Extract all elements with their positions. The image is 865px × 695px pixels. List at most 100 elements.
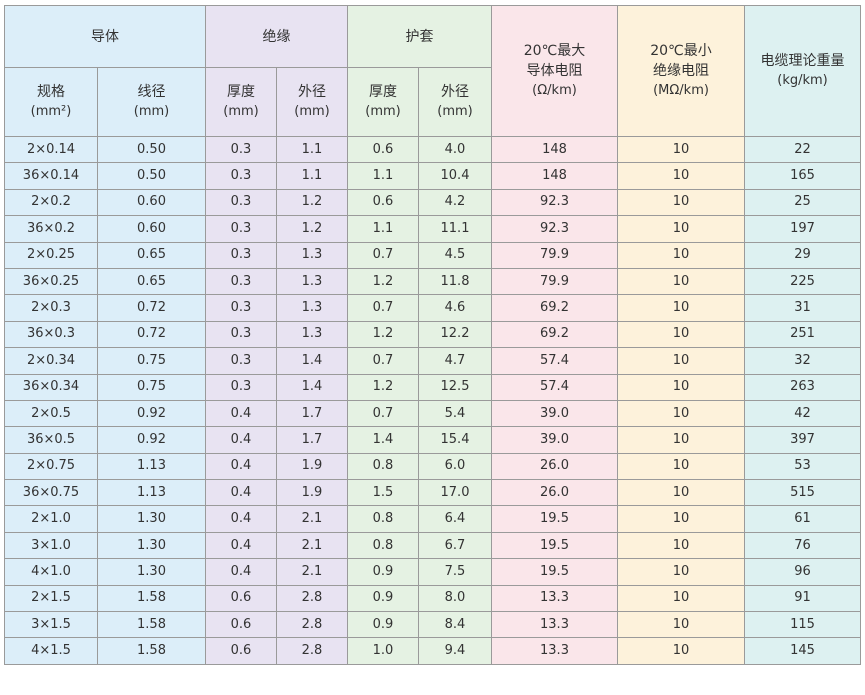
- cell-weight: 165: [744, 162, 861, 190]
- table-row: 36×0.75 1.13 0.4 1.9 1.5 17.0 26.0 10 515: [4, 479, 861, 507]
- cell-max-resistance: 57.4: [491, 373, 618, 401]
- table-row: 2×0.14 0.50 0.3 1.1 0.6 4.0 148 10 22: [4, 135, 861, 164]
- cell-spec: 2×0.25: [4, 241, 98, 269]
- cell-sh-thick: 1.2: [347, 320, 419, 349]
- cell-min-insulation: 10: [617, 505, 745, 533]
- table-body: 2×0.14 0.50 0.3 1.1 0.6 4.0 148 10 22 36×0.14 0.50…: [4, 135, 861, 665]
- cell-min-insulation: 10: [617, 558, 745, 586]
- cell-min-insulation: 10: [617, 479, 745, 507]
- cell-wire-dia: 0.50: [97, 162, 206, 190]
- cell-sh-od: 4.5: [418, 241, 492, 269]
- cell-min-insulation: 10: [617, 241, 745, 269]
- cell-weight: 29: [744, 241, 861, 269]
- cell-wire-dia: 0.92: [97, 399, 206, 428]
- subheader-sh-od-unit: (mm): [437, 104, 473, 119]
- cell-spec: 36×0.25: [4, 267, 98, 296]
- subheader-spec-label: 规格: [37, 84, 65, 100]
- cell-weight: 263: [744, 373, 861, 401]
- cell-spec: 36×0.75: [4, 479, 98, 507]
- cell-sh-thick: 0.6: [347, 188, 419, 217]
- cell-weight: 197: [744, 215, 861, 243]
- cell-ins-od: 1.3: [276, 267, 348, 296]
- cell-weight: 76: [744, 531, 861, 560]
- cell-max-resistance: 26.0: [491, 479, 618, 507]
- cell-max-resistance: 13.3: [491, 611, 618, 639]
- cell-ins-thick: 0.3: [205, 320, 277, 349]
- table-row: 36×0.5 0.92 0.4 1.7 1.4 15.4 39.0 10 397: [4, 426, 861, 454]
- cell-wire-dia: 0.60: [97, 215, 206, 243]
- subheader-ins-od: 外径 (mm): [276, 67, 348, 137]
- header-weight-unit: (kg/km): [777, 73, 828, 88]
- table-row: 2×0.25 0.65 0.3 1.3 0.7 4.5 79.9 10 29: [4, 241, 861, 269]
- cell-wire-dia: 0.60: [97, 188, 206, 217]
- table-row: 36×0.34 0.75 0.3 1.4 1.2 12.5 57.4 10 263: [4, 373, 861, 401]
- cell-spec: 4×1.0: [4, 558, 98, 586]
- cell-ins-thick: 0.3: [205, 347, 277, 375]
- cell-sh-od: 4.7: [418, 347, 492, 375]
- header-min-insulation-line1: 20℃最小: [650, 43, 712, 59]
- cell-spec: 36×0.3: [4, 320, 98, 349]
- cell-ins-thick: 0.3: [205, 241, 277, 269]
- cell-sh-od: 4.6: [418, 294, 492, 322]
- cell-sh-thick: 1.2: [347, 373, 419, 401]
- cell-min-insulation: 10: [617, 267, 745, 296]
- header-max-resistance-line1: 20℃最大: [523, 43, 586, 59]
- cell-sh-od: 8.0: [418, 584, 492, 613]
- cell-ins-thick: 0.3: [205, 294, 277, 322]
- table-row: 2×0.34 0.75 0.3 1.4 0.7 4.7 57.4 10 32: [4, 347, 861, 375]
- cell-weight: 32: [744, 347, 861, 375]
- cell-wire-dia: 0.75: [97, 347, 206, 375]
- cell-ins-od: 1.9: [276, 479, 348, 507]
- cell-sh-od: 11.8: [418, 267, 492, 296]
- cell-max-resistance: 26.0: [491, 452, 618, 481]
- cell-max-resistance: 148: [491, 162, 618, 190]
- header-sheath: 护套: [347, 5, 492, 68]
- cell-ins-od: 2.8: [276, 584, 348, 613]
- cell-ins-thick: 0.3: [205, 188, 277, 217]
- cell-weight: 61: [744, 505, 861, 533]
- cell-max-resistance: 79.9: [491, 267, 618, 296]
- cell-sh-thick: 0.9: [347, 558, 419, 586]
- cell-wire-dia: 0.75: [97, 373, 206, 401]
- cell-spec: 36×0.5: [4, 426, 98, 454]
- cell-wire-dia: 1.58: [97, 637, 206, 665]
- cell-sh-od: 5.4: [418, 399, 492, 428]
- cell-wire-dia: 0.50: [97, 135, 206, 164]
- table-row: 3×1.5 1.58 0.6 2.8 0.9 8.4 13.3 10 115: [4, 611, 861, 639]
- cell-max-resistance: 39.0: [491, 399, 618, 428]
- cell-sh-od: 10.4: [418, 162, 492, 190]
- header-row-2: 规格 (mm²) 线径 (mm) 厚度 (mm) 外径 (mm) 厚度 (mm)…: [4, 67, 861, 137]
- cell-weight: 42: [744, 399, 861, 428]
- header-weight: 电缆理论重量 (kg/km): [744, 5, 861, 137]
- table-row: 2×0.2 0.60 0.3 1.2 0.6 4.2 92.3 10 25: [4, 188, 861, 217]
- cell-ins-od: 1.9: [276, 452, 348, 481]
- subheader-sh-thick: 厚度 (mm): [347, 67, 419, 137]
- subheader-sh-thick-label: 厚度: [369, 84, 397, 100]
- cell-ins-thick: 0.4: [205, 452, 277, 481]
- cell-min-insulation: 10: [617, 294, 745, 322]
- cell-sh-thick: 0.6: [347, 135, 419, 164]
- cell-sh-thick: 1.2: [347, 267, 419, 296]
- cell-sh-thick: 1.1: [347, 215, 419, 243]
- cell-sh-od: 4.2: [418, 188, 492, 217]
- cell-sh-thick: 0.8: [347, 505, 419, 533]
- cell-ins-od: 1.4: [276, 373, 348, 401]
- cell-wire-dia: 1.30: [97, 531, 206, 560]
- cell-sh-thick: 1.1: [347, 162, 419, 190]
- subheader-wire-dia-label: 线径: [137, 84, 166, 100]
- cell-max-resistance: 13.3: [491, 637, 618, 665]
- cell-spec: 2×1.0: [4, 505, 98, 533]
- cell-spec: 2×0.14: [4, 135, 98, 164]
- cell-spec: 36×0.34: [4, 373, 98, 401]
- header-max-resistance-unit: (Ω/km): [532, 83, 577, 98]
- cell-ins-od: 1.3: [276, 241, 348, 269]
- header-conductor: 导体: [4, 5, 206, 68]
- cell-max-resistance: 148: [491, 135, 618, 164]
- cell-wire-dia: 0.65: [97, 267, 206, 296]
- cell-ins-od: 2.1: [276, 505, 348, 533]
- cell-weight: 115: [744, 611, 861, 639]
- cell-max-resistance: 39.0: [491, 426, 618, 454]
- cell-sh-od: 11.1: [418, 215, 492, 243]
- cell-ins-thick: 0.6: [205, 611, 277, 639]
- cell-sh-od: 6.0: [418, 452, 492, 481]
